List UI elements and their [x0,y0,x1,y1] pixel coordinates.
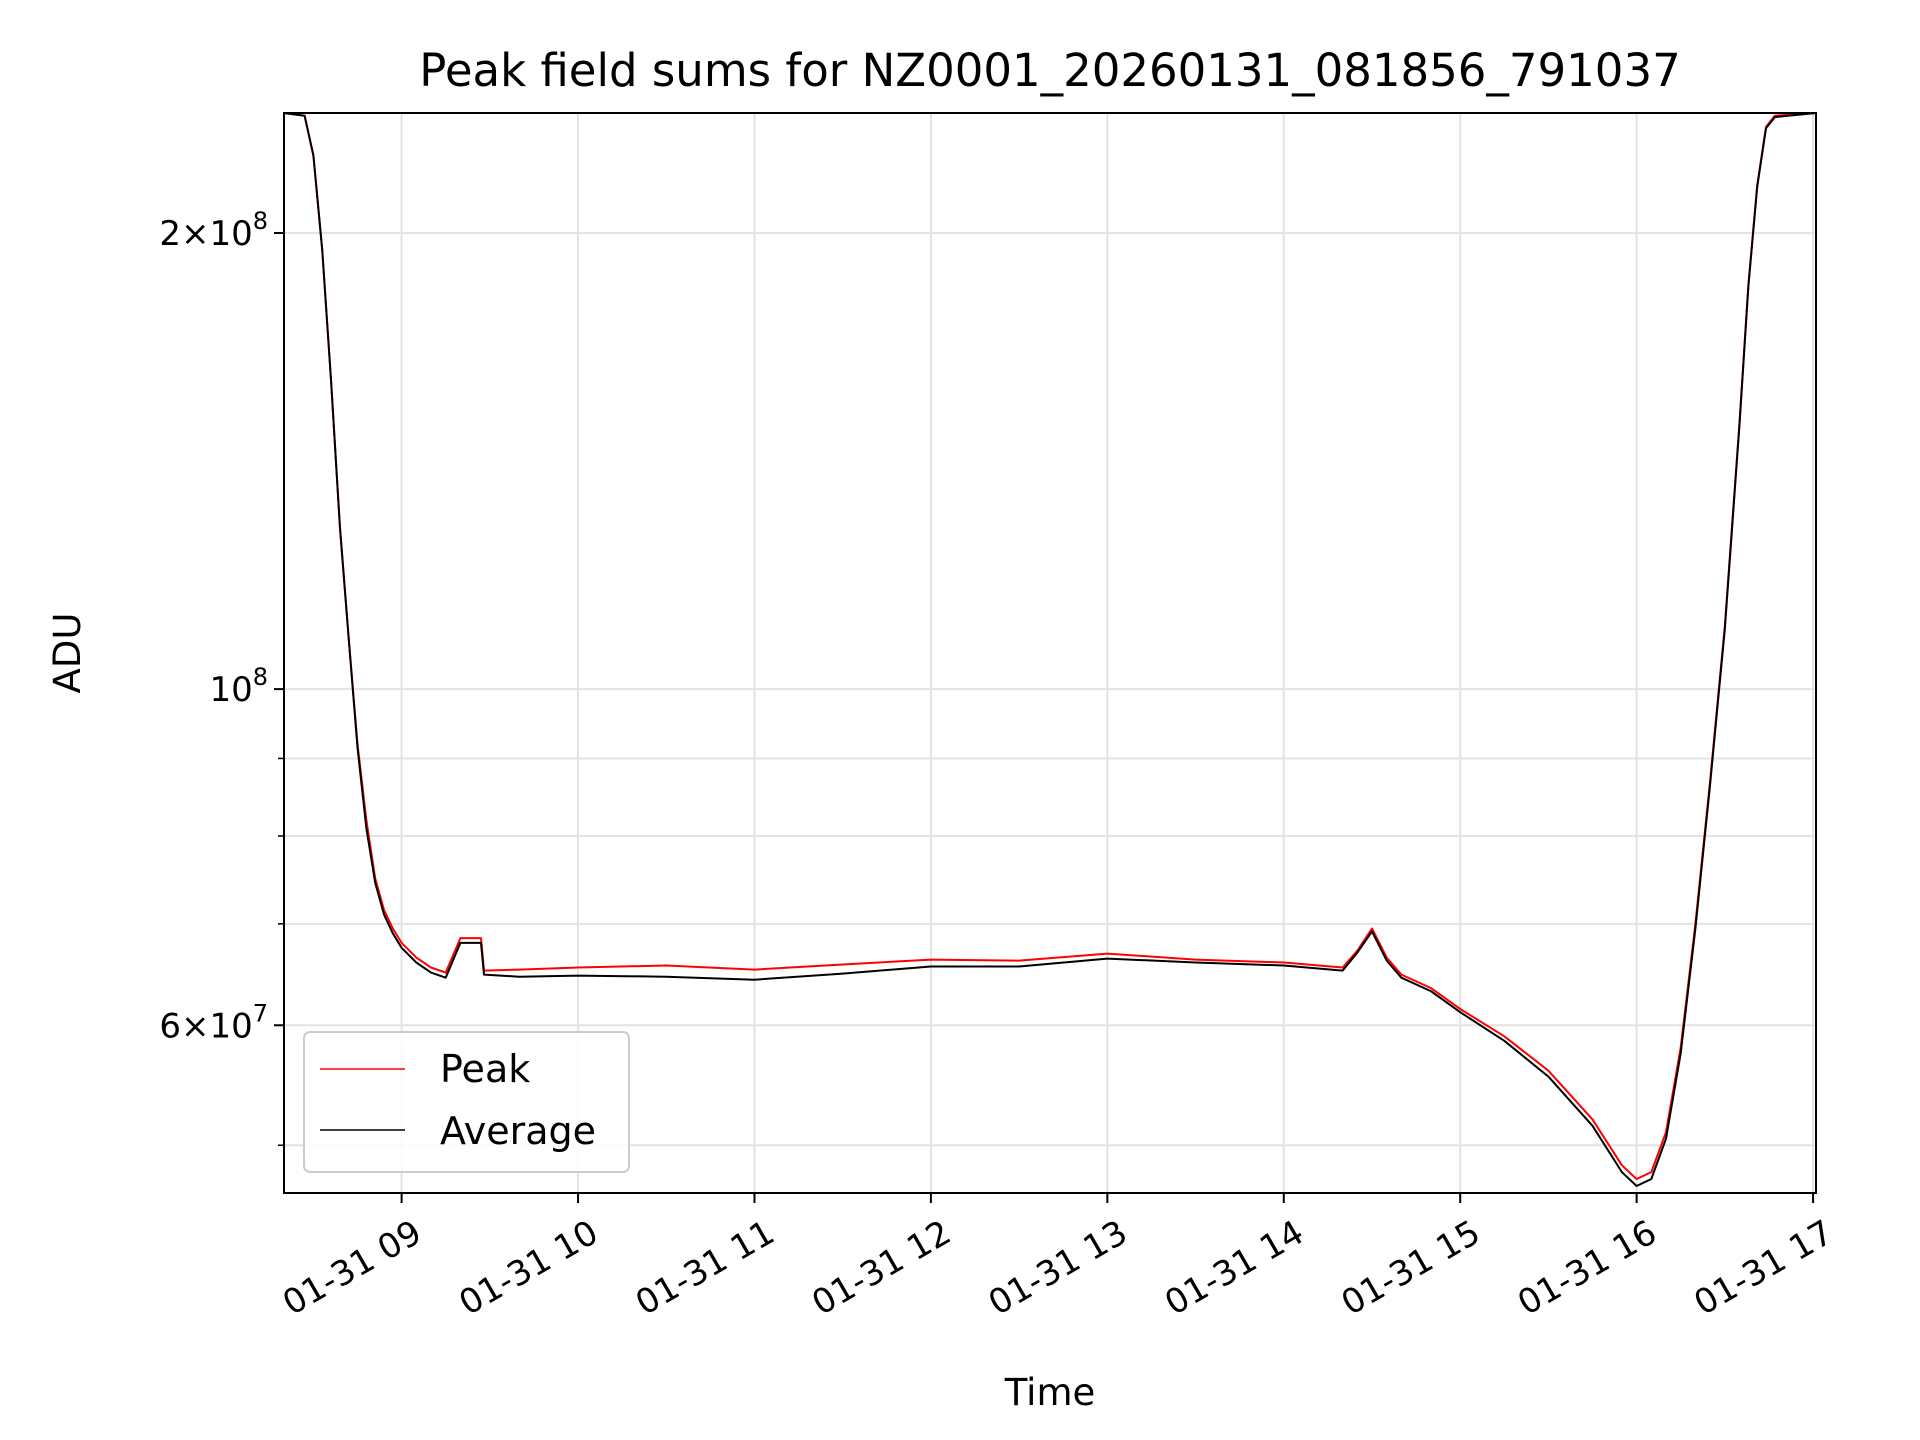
x-tick-label: 01-31 13 [982,1213,1134,1324]
y-tick-label: 2×108 [159,207,268,254]
x-ticks: 01-31 09 01-31 10 01-31 11 01-31 12 01-31 13… [276,1193,1840,1324]
grid [284,113,1816,1193]
legend-peak-label: Peak [440,1047,530,1091]
legend: Peak Average [303,1031,630,1173]
series-lines [283,112,1817,1187]
x-tick-label: 01-31 17 [1688,1213,1840,1324]
y-ticks: 2×108 108 6×107 [159,207,284,1146]
x-tick-label: 01-31 11 [629,1213,781,1324]
x-tick-label: 01-31 09 [276,1213,428,1324]
x-tick-label: 01-31 10 [453,1213,605,1324]
legend-box [303,1031,630,1173]
x-axis-label: Time [1004,1371,1096,1414]
x-tick-label: 01-31 14 [1158,1213,1310,1324]
series-line-peak [283,112,1817,1180]
y-tick-label: 108 [209,663,268,710]
plot-frame [283,112,1817,1194]
x-tick-label: 01-31 16 [1511,1213,1663,1324]
series-line-average [283,112,1817,1187]
x-tick-label: 01-31 15 [1335,1213,1487,1324]
legend-average-label: Average [440,1109,596,1153]
y-tick-label: 6×107 [159,999,268,1046]
y-axis-label: ADU [46,613,89,694]
x-tick-label: 01-31 12 [805,1213,957,1324]
chart-title: Peak field sums for NZ0001_20260131_0818… [419,44,1680,97]
